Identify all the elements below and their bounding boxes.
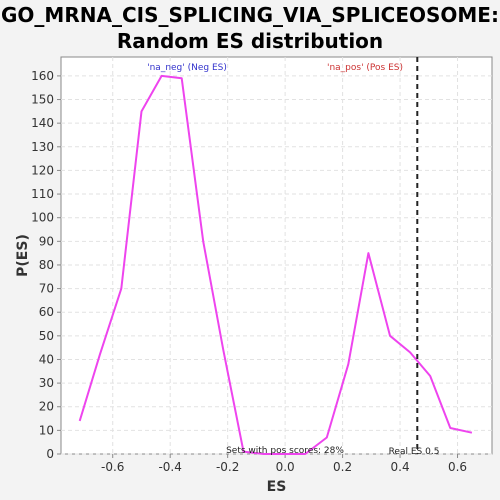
x-tick-label: -0.4: [158, 460, 181, 474]
pos-es-label: 'na_pos' (Pos ES): [327, 63, 403, 73]
y-tick-label: 100: [31, 211, 54, 225]
x-axis-title: ES: [267, 479, 287, 495]
y-tick-label: 120: [31, 163, 54, 177]
grid-lines: [61, 57, 492, 455]
x-tick-label: 0.4: [391, 460, 410, 474]
y-tick-label: 20: [39, 400, 54, 414]
y-tick-label: 70: [39, 282, 54, 296]
y-tick-label: 40: [39, 352, 54, 366]
y-tick-label: 150: [31, 93, 54, 107]
chart-title: GO_MRNA_CIS_SPLICING_VIA_SPLICEOSOME: Ra…: [0, 2, 500, 54]
y-tick-label: 80: [39, 258, 54, 272]
y-tick-label: 60: [39, 305, 54, 319]
y-tick-label: 140: [31, 116, 54, 130]
chart-title-line-1: GO_MRNA_CIS_SPLICING_VIA_SPLICEOSOME:: [1, 3, 499, 27]
chart-title-line-2: Random ES distribution: [116, 29, 384, 53]
x-tick-label: 0.6: [448, 460, 467, 474]
y-tick-label: 110: [31, 187, 54, 201]
y-tick-label: 90: [39, 234, 54, 248]
series-lines: [78, 74, 473, 455]
y-tick-label: 0: [46, 447, 54, 461]
series-line: [78, 74, 473, 455]
y-tick-label: 30: [39, 376, 54, 390]
real-es-annotation: Real ES 0.5: [389, 447, 440, 457]
pos-scores-annotation: Sets with pos scores: 28%: [226, 446, 344, 456]
x-axis: -0.6 -0.4 -0.2 0.0 0.2 0.4 0.6: [101, 454, 467, 474]
x-tick-label: -0.6: [101, 460, 124, 474]
x-tick-label: 0.0: [276, 460, 295, 474]
y-axis-title: P(ES): [15, 234, 31, 277]
x-tick-label: 0.2: [333, 460, 352, 474]
y-axis: 0 10 20 30 40 50 60 70 80 90 100 110 120 130 140 150 160: [31, 69, 61, 461]
neg-es-label: 'na_neg' (Neg ES): [147, 63, 227, 73]
y-tick-label: 10: [39, 423, 54, 437]
y-tick-label: 160: [31, 69, 54, 83]
y-tick-label: 130: [31, 140, 54, 154]
x-tick-label: -0.2: [216, 460, 239, 474]
y-tick-label: 50: [39, 329, 54, 343]
